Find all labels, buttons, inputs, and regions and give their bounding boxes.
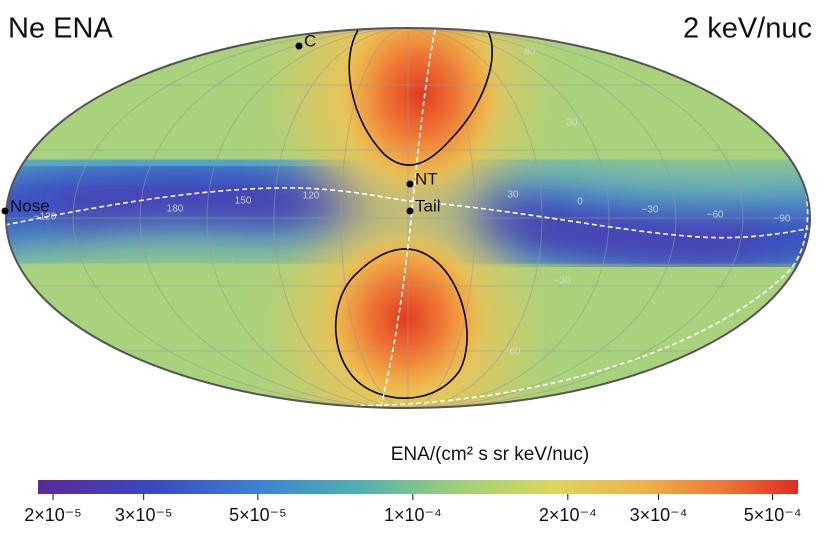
point-label: NT: [415, 169, 438, 188]
colorbar-tick-label: 2×10⁻⁴: [539, 505, 597, 525]
point-marker: [406, 207, 414, 215]
grid-label: 60: [524, 47, 536, 58]
grid-label: 120: [303, 191, 320, 202]
grid-label: 180: [167, 204, 184, 215]
point-marker: [406, 180, 414, 188]
grid-label: −120: [34, 212, 57, 223]
point-label: Nose: [10, 196, 50, 215]
map-border: [5, 27, 811, 409]
grid-label: −60: [504, 347, 521, 358]
point-label: Tail: [415, 196, 441, 215]
point-marker: [295, 42, 303, 50]
sky-map: [6, 28, 810, 408]
grid-label: 0: [577, 197, 583, 208]
grid-label: −60: [707, 210, 724, 221]
colorbar-tick-label: 3×10⁻⁴: [630, 505, 688, 525]
grid-label: 150: [235, 196, 252, 207]
energy-label: 2 keV/nuc: [683, 13, 812, 45]
point-label: C: [304, 31, 316, 50]
colorbar-label: ENA/(cm² s sr keV/nuc): [391, 444, 589, 465]
colorbar-tick-label: 5×10⁻⁴: [744, 505, 802, 525]
grid-label: 30: [566, 118, 578, 129]
point-marker: [1, 207, 9, 215]
grid-label: −90: [774, 214, 791, 225]
colorbar-tick-label: 2×10⁻⁵: [24, 505, 82, 525]
grid-label: −30: [554, 276, 571, 287]
colorbar-tick-label: 5×10⁻⁵: [229, 505, 287, 525]
colorbar-tick-label: 3×10⁻⁵: [115, 505, 173, 525]
graticule: [6, 28, 810, 408]
title: Ne ENA: [8, 13, 113, 45]
grid-label: −30: [642, 205, 659, 216]
colorbar-tick-label: 1×10⁻⁴: [384, 505, 442, 525]
colorbar: [38, 480, 798, 494]
grid-label: 30: [507, 190, 519, 201]
